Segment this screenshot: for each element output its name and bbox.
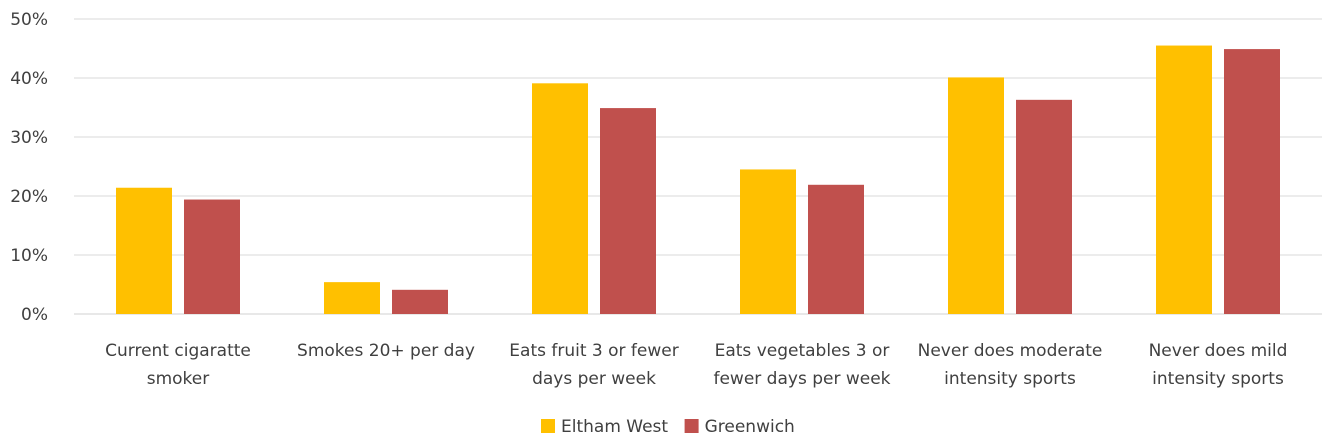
bar-eltham-west: [948, 77, 1004, 314]
legend: Eltham West Greenwich: [541, 417, 795, 437]
category-label: intensity sports: [1152, 369, 1284, 389]
x-axis-category-labels: Current cigaratte smoker Smokes 20+ per da…: [105, 341, 1287, 389]
category-label: smoker: [147, 369, 210, 389]
category-label: Never does mild: [1149, 341, 1288, 361]
category-label: Never does moderate: [918, 341, 1103, 361]
y-tick-label: 50%: [10, 10, 48, 30]
bar-eltham-west: [740, 169, 796, 314]
bar-greenwich: [184, 199, 240, 314]
legend-swatch: [541, 419, 555, 433]
bar-greenwich: [808, 184, 864, 314]
legend-label: Eltham West: [561, 417, 668, 437]
category-label: Smokes 20+ per day: [297, 341, 475, 361]
y-axis-tick-labels: 0% 10% 20% 30% 40% 50%: [10, 10, 48, 325]
category-label: Eats fruit 3 or fewer: [509, 341, 678, 361]
bar-greenwich: [392, 289, 448, 314]
y-tick-label: 10%: [10, 246, 48, 266]
bar-greenwich: [1224, 49, 1280, 315]
bar-eltham-west: [532, 83, 588, 314]
category-label: fewer days per week: [713, 369, 890, 389]
bar-greenwich: [600, 108, 656, 314]
gridlines: [74, 18, 1322, 315]
legend-label: Greenwich: [705, 417, 795, 437]
y-tick-label: 0%: [21, 305, 48, 325]
bar-eltham-west: [1156, 45, 1212, 315]
category-label: Current cigaratte: [105, 341, 251, 361]
category-label: Eats vegetables 3 or: [715, 341, 890, 361]
category-label: intensity sports: [944, 369, 1076, 389]
y-tick-label: 30%: [10, 128, 48, 148]
y-tick-label: 40%: [10, 69, 48, 89]
legend-swatch: [684, 419, 699, 433]
bar-greenwich: [1016, 99, 1072, 314]
y-tick-label: 20%: [10, 187, 48, 207]
bar-eltham-west: [324, 282, 380, 314]
category-label: days per week: [532, 369, 656, 389]
bars: [116, 45, 1280, 315]
bar-eltham-west: [116, 187, 172, 314]
